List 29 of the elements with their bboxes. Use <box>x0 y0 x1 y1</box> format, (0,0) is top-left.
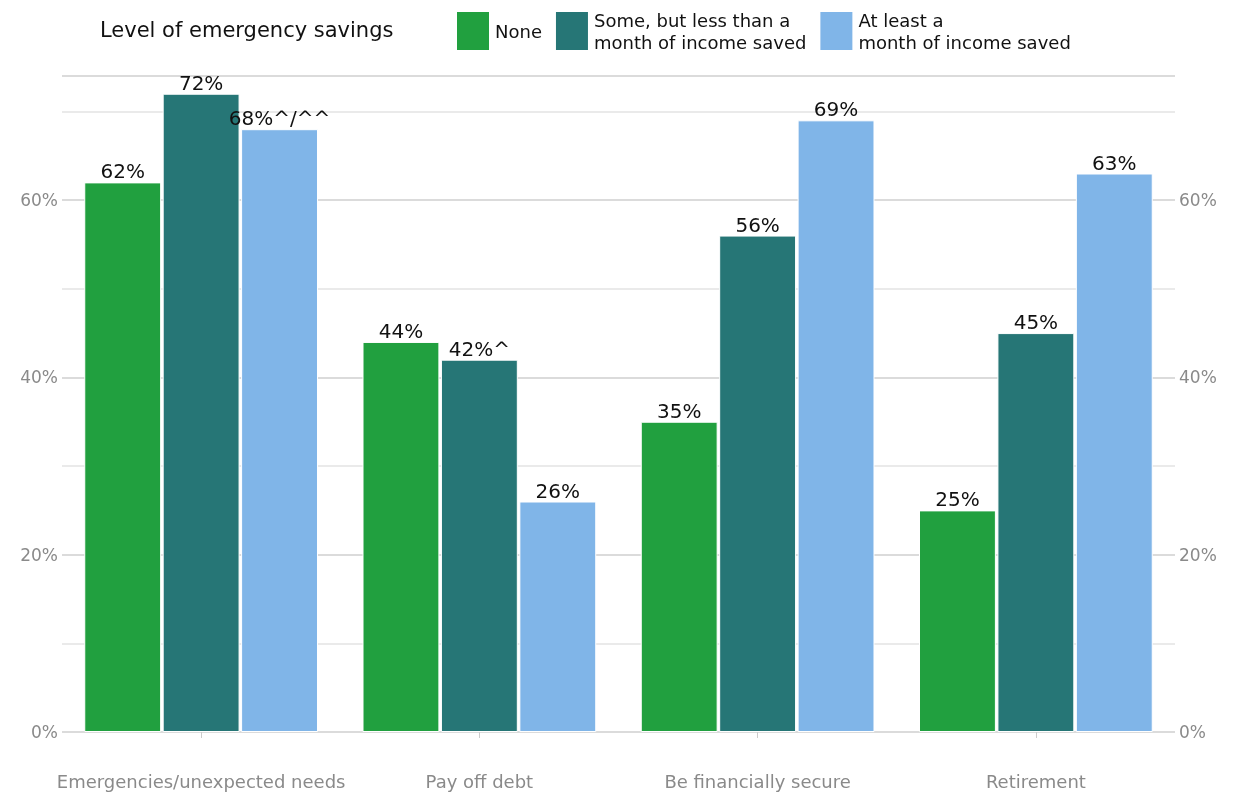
data-label: 45% <box>1013 310 1059 335</box>
y-tick-label: 20% <box>20 544 58 565</box>
x-tick-label: Retirement <box>985 770 1086 792</box>
data-label: 63% <box>1092 150 1137 175</box>
data-label: 69% <box>813 97 859 122</box>
y2-tick-label: 40% <box>1179 367 1217 388</box>
legend-label: None <box>495 20 542 42</box>
data-label: 25% <box>935 487 980 512</box>
y-tick-label: 40% <box>20 367 58 388</box>
data-label: 56% <box>735 212 780 237</box>
data-label: 72% <box>178 70 224 95</box>
data-label: 44% <box>378 318 424 343</box>
data-label: 42%^ <box>448 336 510 361</box>
y2-tick-label: 0% <box>1179 722 1206 742</box>
x-tick-label: Emergencies/unexpected needs <box>56 770 346 792</box>
legend-title: Level of emergency savings <box>100 17 394 42</box>
y-tick-label: 0% <box>31 722 58 742</box>
y-tick-label: 60% <box>20 190 58 211</box>
data-label: 26% <box>535 478 581 503</box>
data-label: 62% <box>100 159 145 184</box>
legend-label: Some, but less than a month of income saved <box>593 9 807 53</box>
bar <box>1075 173 1153 732</box>
legend-label: At least a month of income saved <box>858 9 1071 53</box>
y2-tick-label: 20% <box>1179 544 1217 565</box>
x-tick-label: Be financially secure <box>664 770 851 792</box>
y2-tick-label: 60% <box>1179 190 1217 211</box>
bar <box>84 182 162 732</box>
x-tick-label: Pay off debt <box>425 770 534 792</box>
data-label: 35% <box>656 398 702 423</box>
